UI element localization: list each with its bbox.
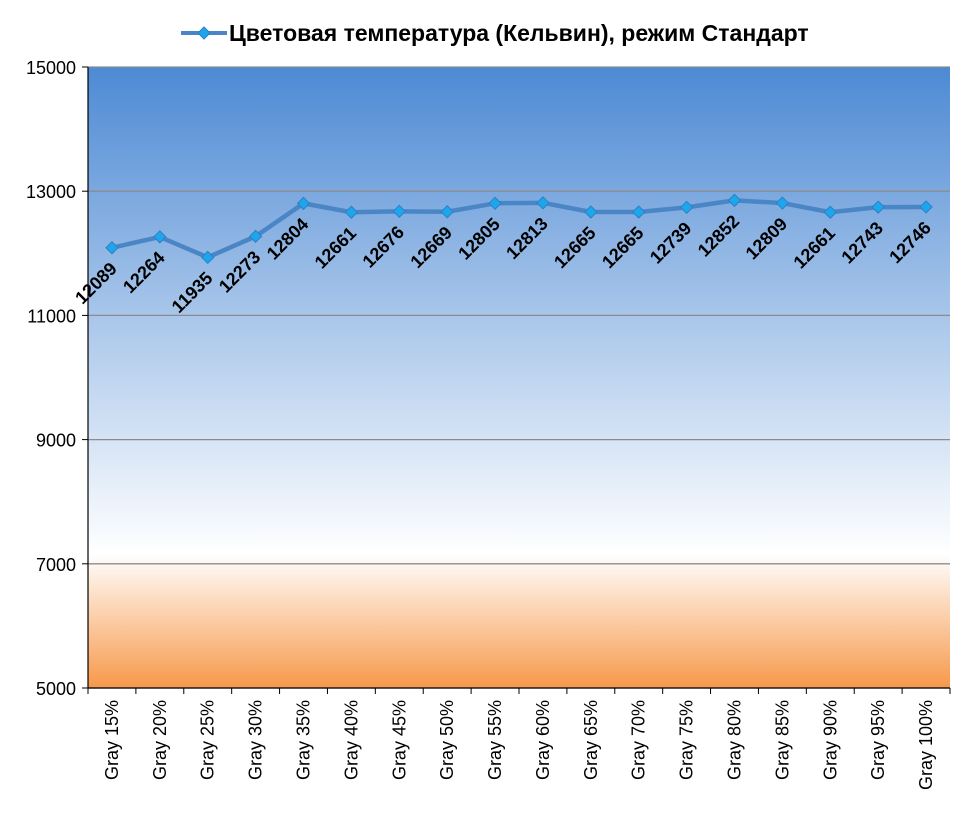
data-point-marker xyxy=(536,196,550,210)
x-tick-label: Gray 65% xyxy=(581,700,601,780)
x-tick-label: Gray 55% xyxy=(485,700,505,780)
series-line xyxy=(111,198,927,260)
data-point-marker xyxy=(823,205,837,219)
y-tick-label: 11000 xyxy=(27,306,76,326)
y-tick-label: 7000 xyxy=(36,555,76,575)
data-point-marker xyxy=(584,205,598,219)
data-point-marker xyxy=(344,205,359,219)
x-tick-label: Gray 25% xyxy=(198,700,218,780)
y-tick-label: 13000 xyxy=(26,182,76,202)
data-point-marker xyxy=(871,200,885,214)
data-point-marker xyxy=(727,193,742,208)
x-tick-label: Gray 80% xyxy=(725,700,745,780)
x-tick-label: Gray 45% xyxy=(389,700,409,780)
data-point-marker xyxy=(440,205,454,219)
legend-line-marker-icon xyxy=(181,23,227,43)
x-tick-label: Gray 100% xyxy=(916,700,936,790)
data-point-marker xyxy=(201,250,215,265)
data-point-marker xyxy=(105,241,119,255)
x-tick-label: Gray 50% xyxy=(437,700,457,780)
data-point-marker xyxy=(392,204,406,219)
x-tick-label: Gray 95% xyxy=(868,700,888,780)
plot-background-warm xyxy=(88,553,950,688)
y-tick-label: 5000 xyxy=(36,679,76,699)
x-tick-label: Gray 75% xyxy=(677,700,697,780)
x-tick-label: Gray 30% xyxy=(246,700,266,780)
plot-background-cool xyxy=(88,67,950,554)
y-tick-label: 15000 xyxy=(26,58,76,78)
x-tick-label: Gray 90% xyxy=(820,700,840,780)
data-point-marker xyxy=(153,230,167,244)
data-point-marker xyxy=(632,205,646,219)
x-tick-label: Gray 15% xyxy=(102,700,122,780)
x-tick-label: Gray 35% xyxy=(294,700,314,780)
data-point-marker xyxy=(679,200,694,215)
data-point-marker xyxy=(488,196,502,211)
x-tick-label: Gray 40% xyxy=(341,700,361,780)
legend-series-name: Цветовая температура (Кельвин), режим Ст… xyxy=(229,19,809,46)
data-point-marker xyxy=(775,196,790,210)
x-tick-label: Gray 85% xyxy=(772,700,792,780)
x-tick-label: Gray 70% xyxy=(629,700,649,780)
data-point-marker xyxy=(248,229,263,244)
data-point-marker xyxy=(919,200,933,214)
x-tick-label: Gray 20% xyxy=(150,700,170,780)
data-point-marker xyxy=(296,196,311,211)
y-tick-label: 9000 xyxy=(36,431,76,451)
legend: Цветовая температура (Кельвин), режим Ст… xyxy=(181,16,809,50)
x-tick-label: Gray 60% xyxy=(533,700,553,780)
